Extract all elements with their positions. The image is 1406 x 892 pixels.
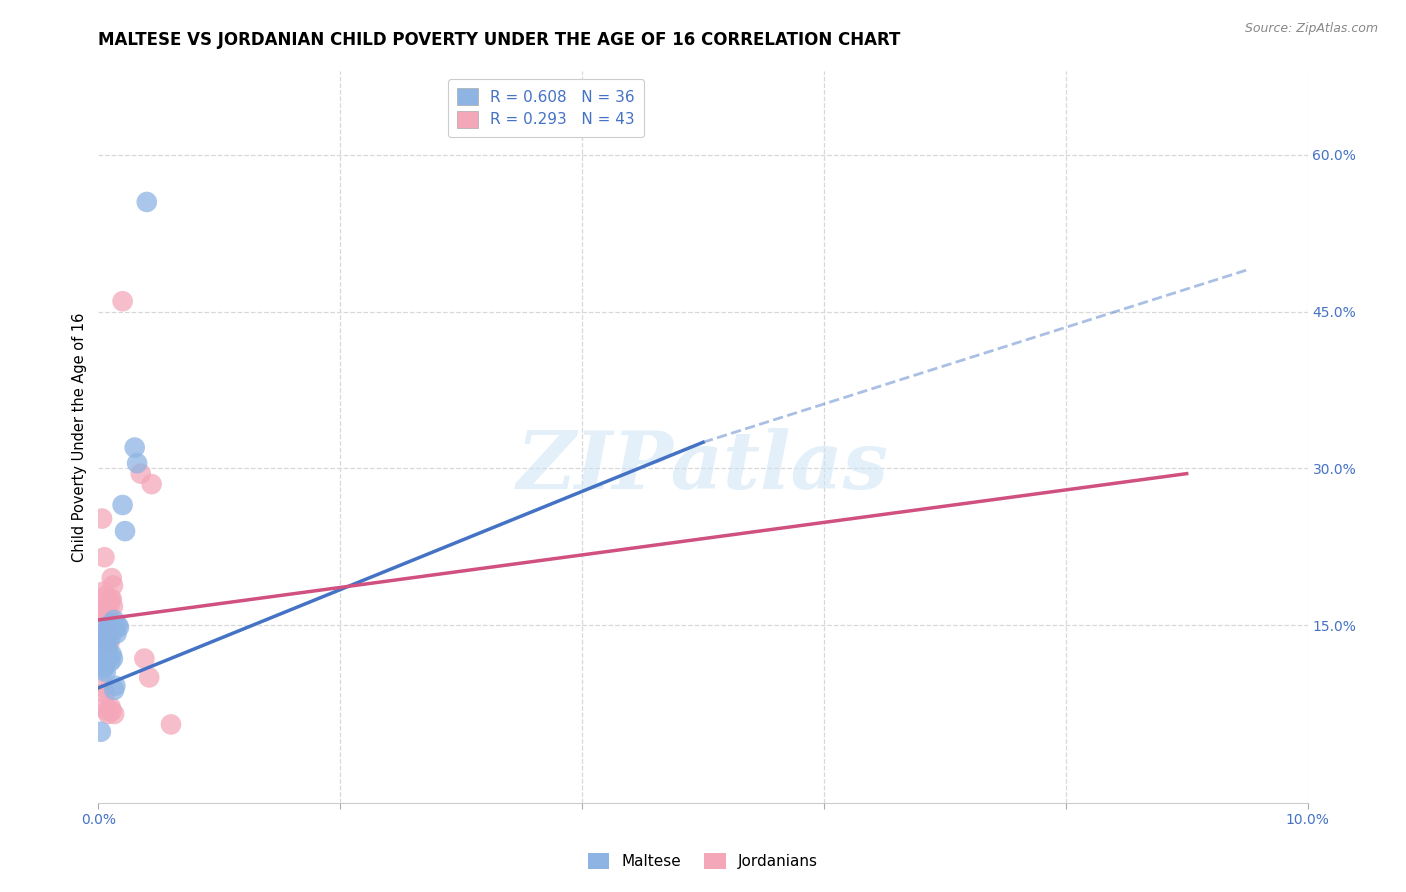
- Point: [90, 724, 112, 739]
- Point: [93, 620, 115, 634]
- Point: [101, 624, 124, 638]
- Point: [100, 699, 122, 714]
- Point: [103, 682, 125, 697]
- Point: [91, 511, 114, 525]
- Point: [134, 651, 156, 665]
- Point: [93, 620, 115, 634]
- Point: [105, 626, 128, 640]
- Text: ZIPatlas: ZIPatlas: [517, 427, 889, 505]
- Point: [138, 670, 160, 684]
- Point: [108, 620, 131, 634]
- Point: [129, 467, 152, 481]
- Point: [111, 498, 134, 512]
- Point: [94, 665, 117, 680]
- Point: [94, 631, 117, 645]
- Legend: Maltese, Jordanians: Maltese, Jordanians: [582, 847, 824, 875]
- Point: [91, 602, 114, 616]
- Point: [97, 597, 120, 611]
- Point: [93, 606, 115, 620]
- Point: [124, 441, 146, 455]
- Point: [91, 606, 114, 620]
- Point: [96, 624, 118, 638]
- Text: MALTESE VS JORDANIAN CHILD POVERTY UNDER THE AGE OF 16 CORRELATION CHART: MALTESE VS JORDANIAN CHILD POVERTY UNDER…: [98, 31, 901, 49]
- Point: [135, 194, 157, 209]
- Point: [100, 631, 122, 645]
- Point: [104, 620, 127, 634]
- Point: [127, 456, 149, 470]
- Point: [101, 578, 124, 592]
- Point: [91, 584, 114, 599]
- Point: [94, 699, 117, 714]
- Point: [98, 650, 121, 665]
- Point: [100, 571, 122, 585]
- Point: [93, 550, 115, 565]
- Point: [97, 706, 120, 721]
- Point: [91, 641, 114, 656]
- Point: [103, 706, 125, 721]
- Point: [101, 599, 124, 614]
- Point: [96, 624, 118, 638]
- Point: [91, 662, 114, 676]
- Point: [94, 620, 117, 634]
- Point: [97, 631, 120, 645]
- Legend: R = 0.608   N = 36, R = 0.293   N = 43: R = 0.608 N = 36, R = 0.293 N = 43: [447, 79, 644, 136]
- Point: [141, 477, 163, 491]
- Point: [104, 679, 127, 693]
- Point: [103, 613, 125, 627]
- Y-axis label: Child Poverty Under the Age of 16: Child Poverty Under the Age of 16: [72, 312, 87, 562]
- Point: [114, 524, 136, 538]
- Point: [96, 639, 118, 653]
- Point: [94, 616, 117, 631]
- Point: [100, 613, 122, 627]
- Point: [100, 592, 122, 607]
- Point: [100, 592, 122, 607]
- Point: [98, 599, 121, 614]
- Point: [160, 717, 183, 731]
- Point: [107, 618, 129, 632]
- Point: [98, 618, 121, 632]
- Point: [96, 704, 118, 718]
- Point: [90, 613, 112, 627]
- Text: Source: ZipAtlas.com: Source: ZipAtlas.com: [1244, 22, 1378, 36]
- Point: [91, 633, 114, 648]
- Point: [96, 629, 118, 643]
- Point: [100, 648, 122, 662]
- Point: [100, 655, 122, 669]
- Point: [93, 660, 115, 674]
- Point: [93, 629, 115, 643]
- Point: [94, 589, 117, 603]
- Point: [93, 686, 115, 700]
- Point: [111, 294, 134, 309]
- Point: [94, 639, 117, 653]
- Point: [96, 606, 118, 620]
- Point: [97, 624, 120, 638]
- Point: [91, 681, 114, 695]
- Point: [91, 636, 114, 650]
- Point: [90, 609, 112, 624]
- Point: [91, 595, 114, 609]
- Point: [91, 644, 114, 658]
- Point: [100, 616, 122, 631]
- Point: [97, 644, 120, 658]
- Point: [97, 609, 120, 624]
- Point: [98, 620, 121, 634]
- Point: [100, 704, 122, 718]
- Point: [91, 655, 114, 669]
- Point: [98, 637, 121, 651]
- Point: [101, 651, 124, 665]
